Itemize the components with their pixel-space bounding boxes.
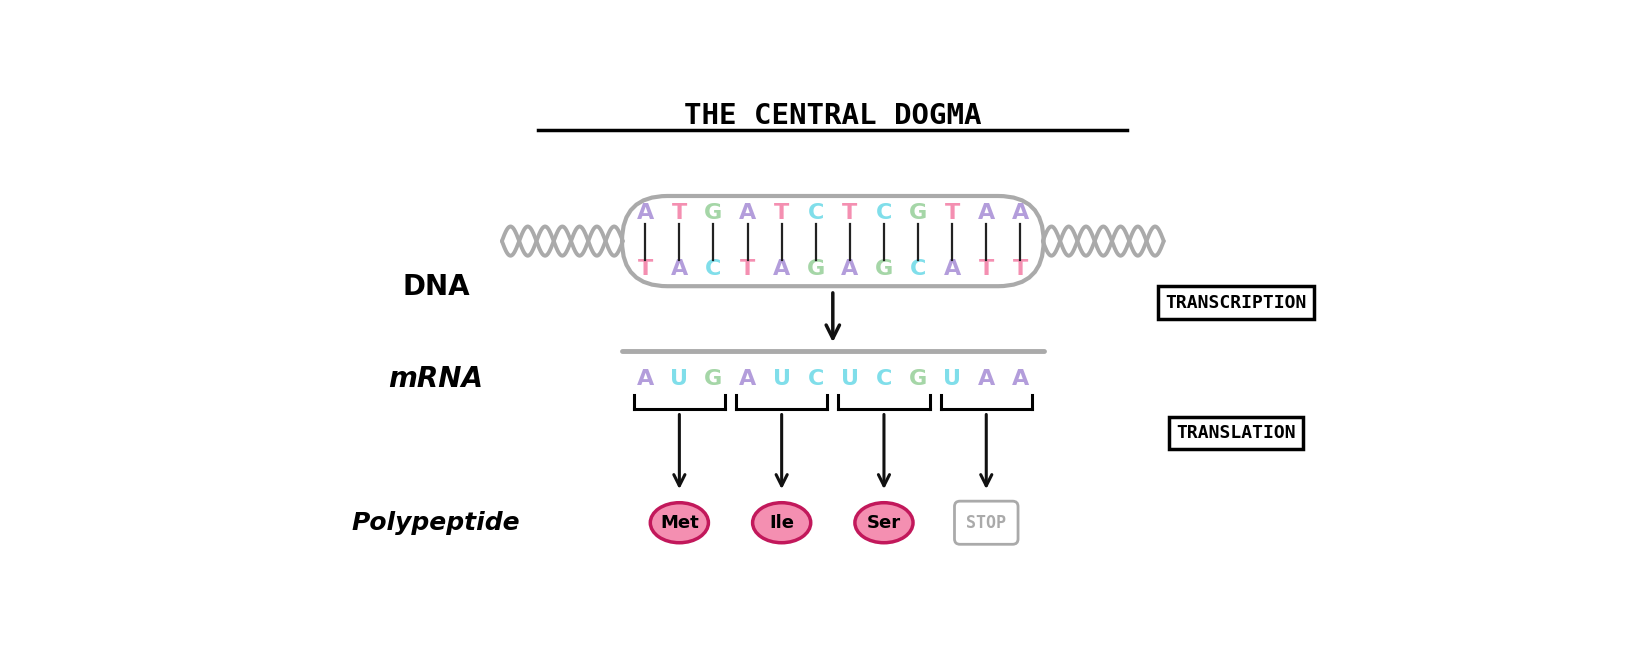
Text: G: G (908, 203, 928, 223)
Text: TRANSLATION: TRANSLATION (1176, 424, 1295, 442)
Text: TRANSCRIPTION: TRANSCRIPTION (1165, 293, 1306, 311)
Text: G: G (704, 369, 723, 389)
Text: THE CENTRAL DOGMA: THE CENTRAL DOGMA (684, 102, 982, 130)
Text: A: A (944, 259, 960, 279)
Text: A: A (842, 259, 858, 279)
Text: T: T (637, 259, 653, 279)
Text: DNA: DNA (403, 273, 470, 301)
Text: STOP: STOP (967, 514, 1006, 532)
Text: Polypeptide: Polypeptide (351, 511, 520, 535)
Text: A: A (774, 259, 790, 279)
Text: G: G (908, 369, 928, 389)
Text: C: C (705, 259, 722, 279)
Text: Ile: Ile (769, 514, 795, 532)
Text: mRNA: mRNA (388, 365, 484, 394)
Text: A: A (671, 259, 687, 279)
FancyBboxPatch shape (954, 501, 1017, 544)
Ellipse shape (752, 503, 811, 543)
Text: C: C (910, 259, 926, 279)
Text: U: U (942, 369, 960, 389)
Text: T: T (1012, 259, 1029, 279)
Text: T: T (944, 203, 960, 223)
Text: U: U (671, 369, 689, 389)
Ellipse shape (650, 503, 708, 543)
Text: T: T (978, 259, 994, 279)
Text: A: A (637, 203, 653, 223)
Text: G: G (874, 259, 894, 279)
Text: A: A (1012, 203, 1029, 223)
Text: A: A (978, 369, 994, 389)
Text: Ser: Ser (866, 514, 900, 532)
Text: C: C (808, 369, 824, 389)
Text: C: C (876, 369, 892, 389)
Text: G: G (806, 259, 826, 279)
Text: T: T (842, 203, 858, 223)
Text: G: G (704, 203, 723, 223)
Text: C: C (808, 203, 824, 223)
Text: T: T (671, 203, 687, 223)
Text: A: A (978, 203, 994, 223)
Text: U: U (772, 369, 791, 389)
Text: A: A (1012, 369, 1029, 389)
Text: T: T (739, 259, 756, 279)
Text: U: U (840, 369, 860, 389)
Text: Met: Met (660, 514, 699, 532)
Text: T: T (774, 203, 790, 223)
Text: A: A (739, 369, 756, 389)
Text: A: A (637, 369, 653, 389)
Ellipse shape (855, 503, 913, 543)
Text: A: A (739, 203, 756, 223)
Text: C: C (876, 203, 892, 223)
